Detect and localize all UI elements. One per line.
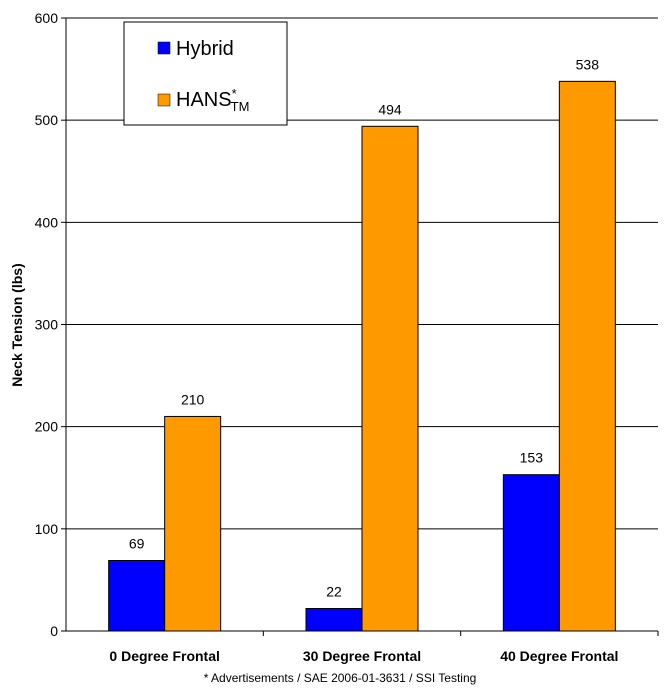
category-label: 0 Degree Frontal bbox=[109, 648, 219, 664]
y-tick-label: 600 bbox=[35, 10, 59, 26]
legend-label-hans-main: HANS bbox=[176, 89, 232, 111]
legend-swatch-hans bbox=[158, 94, 170, 106]
data-label: 210 bbox=[181, 391, 205, 407]
footnote: * Advertisements / SAE 2006-01-3631 / SS… bbox=[204, 671, 477, 685]
legend-swatch-hybrid bbox=[158, 42, 170, 54]
category-label: 40 Degree Frontal bbox=[500, 648, 618, 664]
bar-hybrid bbox=[306, 609, 362, 631]
category-label: 30 Degree Frontal bbox=[303, 648, 421, 664]
bar-hans bbox=[362, 126, 418, 631]
y-axis-title: Neck Tension (lbs) bbox=[9, 263, 25, 386]
legend-label-hans-sub: TM bbox=[231, 99, 250, 114]
bar-hans bbox=[559, 81, 615, 631]
y-tick-label: 400 bbox=[35, 214, 59, 230]
legend-label-hybrid: Hybrid bbox=[176, 38, 234, 60]
data-label: 153 bbox=[520, 450, 544, 466]
y-tick-label: 500 bbox=[35, 112, 59, 128]
data-label: 69 bbox=[129, 536, 145, 552]
bar-hybrid bbox=[109, 561, 165, 631]
legend: Hybrid HANS* TM bbox=[124, 22, 287, 125]
bar-hans bbox=[165, 416, 221, 631]
y-tick-label: 100 bbox=[35, 521, 59, 537]
y-tick-label: 300 bbox=[35, 317, 59, 333]
data-label: 22 bbox=[326, 584, 342, 600]
y-tick-label: 200 bbox=[35, 419, 59, 435]
y-tick-label: 0 bbox=[50, 623, 58, 639]
data-label: 494 bbox=[378, 101, 402, 117]
bar-hybrid bbox=[503, 475, 559, 631]
data-label: 538 bbox=[576, 56, 600, 72]
